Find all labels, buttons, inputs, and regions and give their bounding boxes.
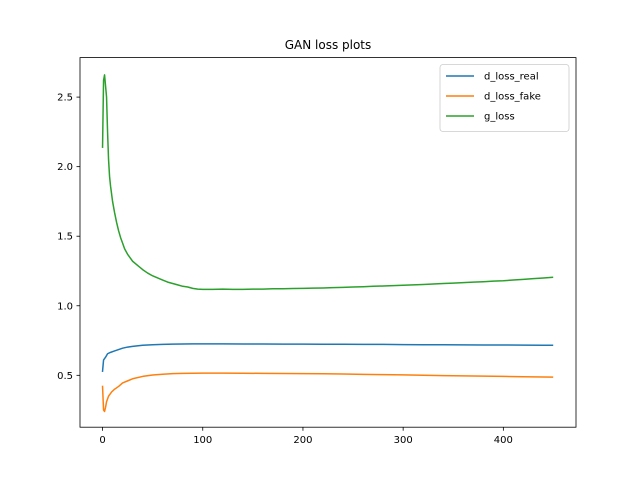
y-tick-label: 1.5 [57,232,73,243]
y-tick-label: 2.0 [57,162,73,173]
legend-label-d-loss-fake: d_loss_fake [484,92,541,103]
series-line-d-loss-real [101,343,554,372]
x-tick-label: 0 [99,435,105,446]
x-axis: 0 100 200 300 400 [99,427,513,446]
y-axis: 0.5 1.0 1.5 2.0 2.5 [57,93,80,382]
y-tick-label: 0.5 [57,371,73,382]
y-tick-label: 1.0 [57,301,73,312]
x-tick-label: 400 [494,435,513,446]
chart-title: GAN loss plots [285,38,372,52]
legend-label-d-loss-real: d_loss_real [484,72,539,83]
y-tick-label: 2.5 [57,93,73,104]
x-tick-label: 200 [293,435,312,446]
plot-area [101,74,554,413]
x-tick-label: 300 [394,435,413,446]
legend: d_loss_real d_loss_fake g_loss [439,64,570,132]
series-line-g-loss [101,74,554,291]
axes-frame [79,57,577,428]
legend-box [439,64,570,132]
legend-label-g-loss: g_loss [484,112,515,123]
series-line-d-loss-fake [101,372,554,413]
x-tick-label: 100 [193,435,212,446]
